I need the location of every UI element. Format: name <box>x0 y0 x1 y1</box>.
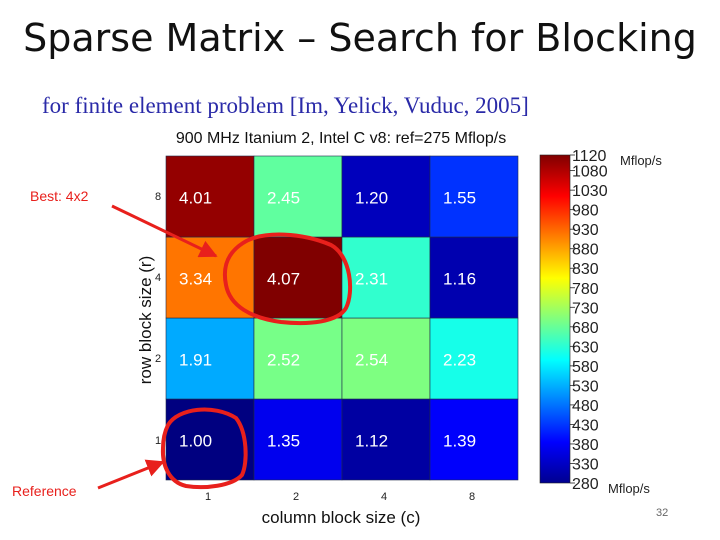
slide-subtitle: for finite element problem [Im, Yelick, … <box>42 93 529 118</box>
best-annotation-label: Best: 4x2 <box>30 188 89 204</box>
colorbar-tick-label: 730 <box>572 300 599 317</box>
cell-value-label: 1.20 <box>355 189 388 208</box>
colorbar-tick-label: 530 <box>572 378 599 395</box>
heatmap-cell-r2-c8 <box>429 317 519 400</box>
cell-value-label: 1.12 <box>355 432 388 451</box>
slide-number: 32 <box>656 507 669 519</box>
colorbar-tick-label: 1080 <box>572 164 608 181</box>
x-axis-label: column block size (c) <box>262 508 421 527</box>
cell-value-label: 4.01 <box>179 189 212 208</box>
heatmap-cell-r8-c8 <box>429 155 519 238</box>
cell-value-label: 2.52 <box>267 351 300 370</box>
best-arrow <box>111 204 218 258</box>
colorbar-tick-label: 580 <box>572 359 599 376</box>
cell-value-label: 1.55 <box>443 189 476 208</box>
y-axis-label: row block size (r) <box>136 256 155 384</box>
colorbar-tick-label: 1030 <box>572 183 608 200</box>
cell-value-label: 2.45 <box>267 189 300 208</box>
colorbar-tick-label: 330 <box>572 456 599 473</box>
y-tick-label: 2 <box>155 353 161 365</box>
y-tick-label: 1 <box>155 435 161 447</box>
reference-arrow <box>97 459 165 490</box>
chart-title: 900 MHz Itanium 2, Intel C v8: ref=275 M… <box>176 130 506 147</box>
colorbar-tick-label: 380 <box>572 437 599 454</box>
colorbar-unit-bottom: Mflop/s <box>608 481 650 496</box>
cell-value-label: 1.35 <box>267 432 300 451</box>
colorbar-tick-label: 980 <box>572 203 599 220</box>
best-circle <box>223 232 353 326</box>
x-tick-label: 4 <box>381 491 387 503</box>
heatmap-cell-r1-c4 <box>341 398 431 481</box>
colorbar <box>539 154 571 484</box>
colorbar-tick-label: 430 <box>572 417 599 434</box>
colorbar-unit-top: Mflop/s <box>620 153 662 168</box>
heatmap-cell-r8-c2 <box>253 155 343 238</box>
cell-value-label: 1.39 <box>443 432 476 451</box>
colorbar-tick-label: 680 <box>572 320 599 337</box>
colorbar-tick-label: 830 <box>572 261 599 278</box>
cell-value-label: 1.16 <box>443 270 476 289</box>
x-tick-label: 2 <box>293 491 299 503</box>
cell-value-label: 2.31 <box>355 270 388 289</box>
slide-title: Sparse Matrix – Search for Blocking <box>23 16 697 60</box>
y-tick-label: 4 <box>155 272 161 284</box>
colorbar-tick-label: 630 <box>572 339 599 356</box>
cell-value-label: 1.00 <box>179 432 212 451</box>
cell-value-label: 3.34 <box>179 270 212 289</box>
heatmap-cell-r8-c1 <box>165 155 255 238</box>
x-tick-label: 1 <box>205 491 211 503</box>
heatmap-cell-r2-c1 <box>165 317 255 400</box>
y-tick-label: 8 <box>155 191 161 203</box>
reference-circle <box>160 407 248 490</box>
heatmap-cell-r2-c4 <box>341 317 431 400</box>
colorbar-tick-label: 930 <box>572 222 599 239</box>
colorbar-tick-label: 780 <box>572 281 599 298</box>
colorbar-tick-label: 1120 <box>572 148 607 165</box>
colorbar-tick-label: 880 <box>572 242 599 259</box>
heatmap-cell-r4-c8 <box>429 236 519 319</box>
heatmap-cell-r4-c4 <box>341 236 431 319</box>
cell-value-label: 4.07 <box>267 270 300 289</box>
colorbar-tick-label: 280 <box>572 476 599 493</box>
cell-value-label: 2.54 <box>355 351 388 370</box>
reference-annotation-label: Reference <box>12 483 77 499</box>
cell-value-label: 2.23 <box>443 351 476 370</box>
heatmap-cell-r2-c2 <box>253 317 343 400</box>
colorbar-tick-label: 480 <box>572 398 599 415</box>
cell-value-label: 1.91 <box>179 351 212 370</box>
x-tick-label: 8 <box>469 491 475 503</box>
heatmap-cell-r4-c2 <box>253 236 343 319</box>
